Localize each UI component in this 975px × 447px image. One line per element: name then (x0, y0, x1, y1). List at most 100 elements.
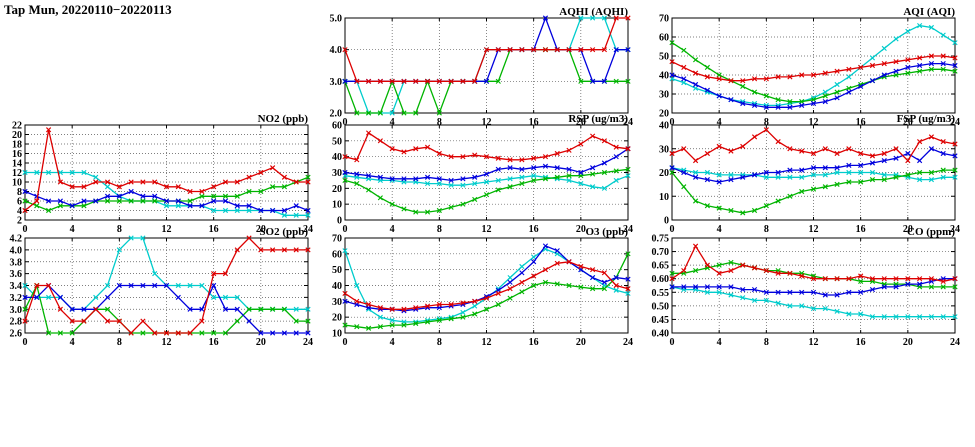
svg-text:0: 0 (670, 224, 675, 235)
svg-text:20: 20 (256, 337, 266, 348)
svg-text:20: 20 (903, 337, 913, 348)
svg-text:70: 70 (332, 234, 342, 245)
svg-text:50: 50 (332, 265, 342, 276)
svg-text:4.0: 4.0 (10, 245, 23, 256)
svg-text:20: 20 (332, 184, 342, 195)
svg-text:3.8: 3.8 (10, 257, 23, 268)
svg-text:24: 24 (303, 224, 313, 235)
svg-text:SO2 (ppb): SO2 (ppb) (259, 226, 308, 238)
svg-text:0: 0 (23, 337, 28, 348)
svg-text:0.40: 0.40 (652, 329, 670, 340)
svg-text:24: 24 (303, 337, 313, 348)
svg-text:0: 0 (664, 216, 669, 227)
svg-text:0.50: 0.50 (652, 301, 670, 312)
svg-text:40: 40 (659, 71, 669, 82)
svg-text:2.6: 2.6 (10, 329, 23, 340)
svg-text:70: 70 (659, 14, 669, 25)
svg-text:3.6: 3.6 (10, 269, 23, 280)
svg-text:30: 30 (332, 297, 342, 308)
svg-text:16: 16 (856, 224, 866, 235)
svg-text:30: 30 (659, 144, 669, 155)
svg-text:2: 2 (17, 216, 22, 227)
svg-text:CO (ppm): CO (ppm) (907, 226, 955, 238)
svg-text:12: 12 (809, 224, 819, 235)
svg-text:0: 0 (337, 216, 342, 227)
svg-text:20: 20 (576, 117, 586, 128)
svg-text:24: 24 (950, 337, 960, 348)
svg-text:24: 24 (623, 117, 633, 128)
svg-text:40: 40 (332, 152, 342, 163)
svg-text:50: 50 (332, 136, 342, 147)
svg-text:20: 20 (256, 224, 266, 235)
svg-text:12: 12 (482, 117, 492, 128)
svg-text:12: 12 (162, 337, 172, 348)
svg-text:12: 12 (482, 224, 492, 235)
svg-text:0.75: 0.75 (652, 234, 670, 245)
svg-text:20: 20 (12, 130, 22, 141)
svg-text:60: 60 (659, 33, 669, 44)
svg-text:4: 4 (717, 337, 722, 348)
svg-text:4: 4 (717, 224, 722, 235)
svg-text:4: 4 (390, 224, 395, 235)
svg-text:16: 16 (856, 337, 866, 348)
svg-text:10: 10 (659, 192, 669, 203)
svg-text:2.8: 2.8 (10, 317, 23, 328)
chart-co: 0 4 8 12 16 20 24 0.40 0.45 0.50 0.55 0.60 0.65 0.70 0… (652, 226, 961, 348)
svg-text:40: 40 (332, 281, 342, 292)
svg-text:0: 0 (343, 224, 348, 235)
svg-text:12: 12 (809, 337, 819, 348)
svg-text:30: 30 (332, 168, 342, 179)
svg-text:RSP (ug/m3): RSP (ug/m3) (568, 113, 628, 125)
svg-text:0: 0 (343, 337, 348, 348)
svg-text:24: 24 (950, 117, 960, 128)
svg-text:3.2: 3.2 (10, 293, 23, 304)
svg-text:8: 8 (117, 224, 122, 235)
svg-text:AQI (AQI): AQI (AQI) (903, 6, 955, 18)
svg-text:0: 0 (670, 117, 675, 128)
svg-text:20: 20 (576, 224, 586, 235)
svg-text:4: 4 (390, 117, 395, 128)
svg-text:30: 30 (659, 90, 669, 101)
svg-text:AQHI (AQHI): AQHI (AQHI) (559, 6, 628, 18)
svg-text:4.0: 4.0 (330, 45, 343, 56)
svg-text:8: 8 (437, 224, 442, 235)
svg-text:20: 20 (659, 168, 669, 179)
svg-text:8: 8 (764, 224, 769, 235)
chart-so2: 0 4 8 12 16 20 24 2.62.83.03.23.43.63.84.04.2 SO… (10, 226, 314, 348)
svg-text:0: 0 (343, 117, 348, 128)
svg-text:12: 12 (162, 224, 172, 235)
svg-text:8: 8 (764, 337, 769, 348)
svg-text:20: 20 (903, 224, 913, 235)
svg-text:18: 18 (12, 140, 22, 151)
svg-text:16: 16 (12, 149, 22, 160)
svg-text:50: 50 (659, 52, 669, 63)
svg-text:10: 10 (12, 178, 22, 189)
svg-text:3.0: 3.0 (330, 77, 343, 88)
svg-text:20: 20 (903, 117, 913, 128)
svg-text:20: 20 (576, 337, 586, 348)
svg-text:24: 24 (950, 224, 960, 235)
svg-text:4: 4 (390, 337, 395, 348)
svg-text:4.2: 4.2 (10, 234, 23, 245)
svg-text:3.0: 3.0 (10, 305, 23, 316)
svg-text:60: 60 (332, 121, 342, 132)
svg-text:20: 20 (659, 109, 669, 120)
svg-text:16: 16 (209, 337, 219, 348)
page-title: Tap Mun, 20220110−20220113 (4, 2, 172, 17)
svg-text:8: 8 (17, 187, 22, 198)
svg-text:12: 12 (809, 117, 819, 128)
chart-aqhi: 0 4 8 12 16 20 24 2.0 3.0 4.0 5.0 AQHI (AQHI) (330, 6, 634, 128)
svg-text:20: 20 (332, 313, 342, 324)
svg-text:0.70: 0.70 (652, 247, 670, 258)
svg-text:0.60: 0.60 (652, 274, 670, 285)
svg-text:4: 4 (70, 337, 75, 348)
svg-text:8: 8 (764, 117, 769, 128)
svg-text:0.55: 0.55 (652, 288, 670, 299)
svg-text:4: 4 (17, 206, 22, 217)
svg-text:12: 12 (12, 168, 22, 179)
